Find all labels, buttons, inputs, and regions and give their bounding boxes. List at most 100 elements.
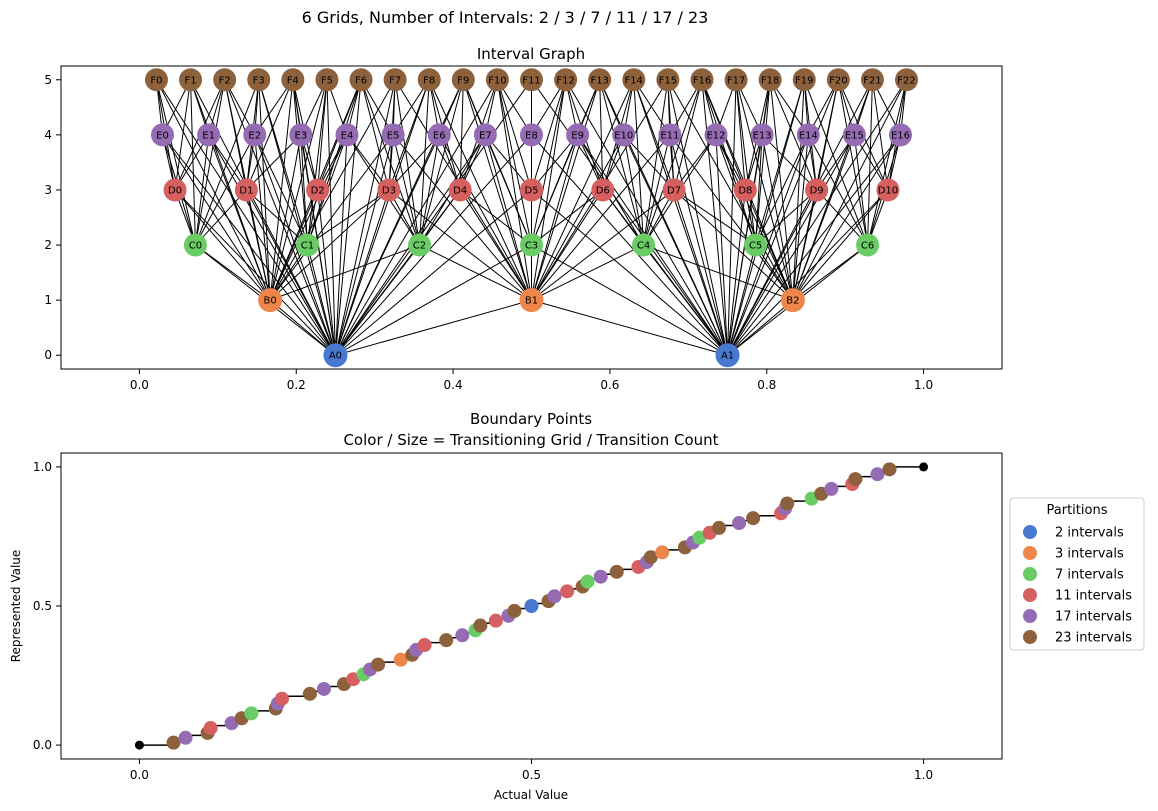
node-D8 (733, 178, 757, 202)
boundary-point (393, 652, 408, 667)
node-D2 (306, 178, 330, 202)
node-label-F17: F17 (727, 75, 745, 86)
node-D10 (876, 178, 900, 202)
edge-D2-F5 (317, 79, 328, 190)
node-label-D5: D5 (524, 185, 538, 196)
edge-A0-B1 (335, 299, 532, 356)
node-label-F19: F19 (795, 75, 813, 86)
edge-D9-F18 (769, 79, 818, 191)
node-label-F9: F9 (457, 75, 469, 86)
legend-marker (1023, 588, 1037, 602)
node-F3 (247, 68, 271, 92)
edge-A1-F15 (667, 79, 729, 356)
node-F9 (451, 68, 475, 92)
edge-C6-F20 (837, 79, 869, 246)
edge-B1-F13 (531, 79, 601, 301)
boundary-point (870, 467, 885, 482)
node-F6 (349, 68, 373, 92)
edge-B1-F12 (531, 79, 567, 301)
node-label-E4: E4 (341, 130, 354, 141)
y-tick-label: 3 (44, 183, 52, 197)
legend-items: 2 intervals 3 intervals 7 intervals 11 inte… (1023, 525, 1132, 646)
edge-C0-E1 (194, 134, 210, 246)
edge-B2-D10 (792, 189, 889, 301)
node-D7 (662, 178, 686, 202)
edge-B1-F9 (462, 79, 532, 301)
edge-D4-F9 (459, 79, 464, 190)
boundary-point (780, 496, 795, 511)
legend-entry: 2 intervals (1055, 526, 1124, 541)
node-label-F1: F1 (184, 75, 196, 86)
edge-C2-F8 (418, 79, 430, 246)
legend-marker (1023, 567, 1037, 581)
edge-C3-D4 (459, 189, 532, 246)
edge-B1-C4 (531, 244, 644, 301)
edge-A0-C3 (335, 244, 532, 356)
edge-A0-E2 (254, 134, 336, 356)
node-label-A1: A1 (721, 351, 734, 362)
boundary-point (166, 735, 181, 750)
node-label-E0: E0 (156, 130, 169, 141)
node-label-C6: C6 (861, 241, 874, 252)
edge-A1-E8 (531, 134, 728, 356)
edge-A0-F11 (335, 79, 532, 356)
boundary-point (643, 550, 658, 565)
boundary-point (848, 472, 863, 487)
edge-B1-E5 (392, 134, 532, 301)
y-tick-label: 2 (44, 238, 52, 252)
edge-B1-E10 (531, 134, 625, 301)
node-label-F2: F2 (219, 75, 231, 86)
edge-A0-F3 (258, 79, 336, 356)
boundary-point (580, 574, 595, 589)
node-label-F12: F12 (556, 75, 574, 86)
node-F4 (281, 68, 305, 92)
edge-C2-F7 (394, 79, 420, 246)
boundary-point (824, 481, 839, 496)
boundary-points-title: Boundary Points (470, 410, 592, 428)
edge-A1-E12 (715, 134, 729, 356)
node-E10 (612, 123, 636, 147)
edge-B2-F17 (735, 79, 794, 301)
endpoint (134, 740, 144, 750)
y-tick-label: 0.5 (33, 599, 52, 613)
node-label-F10: F10 (488, 75, 506, 86)
boundary-points-subtitle: Color / Size = Transitioning Grid / Tran… (343, 431, 718, 449)
edge-C5-F17 (735, 79, 757, 246)
edge-B0-C2 (269, 244, 420, 301)
legend-title: Partitions (1047, 503, 1108, 518)
interval-graph-edges (155, 79, 908, 356)
node-label-F7: F7 (389, 75, 401, 86)
node-C2 (407, 233, 431, 257)
node-label-E8: E8 (525, 130, 538, 141)
node-F15 (656, 68, 680, 92)
edge-A1-E16 (727, 134, 901, 356)
node-F13 (588, 68, 612, 92)
edge-C3-F12 (531, 79, 567, 246)
node-label-F3: F3 (253, 75, 265, 86)
node-E13 (750, 123, 774, 147)
edge-B2-E11 (669, 134, 794, 301)
edge-B2-E16 (792, 134, 901, 301)
edge-B2-C6 (792, 244, 868, 301)
endpoint (919, 462, 929, 472)
node-D6 (591, 178, 615, 202)
edge-B0-E2 (254, 134, 271, 301)
edge-B1-D3 (388, 189, 532, 301)
node-F5 (315, 68, 339, 92)
edge-B0-F3 (258, 79, 271, 301)
legend-marker (1023, 609, 1037, 623)
node-label-C5: C5 (749, 241, 762, 252)
boundary-point (203, 721, 218, 736)
edge-B0-C0 (195, 244, 271, 301)
node-label-E15: E15 (845, 130, 864, 141)
edge-A1-C3 (531, 244, 728, 356)
node-label-D6: D6 (596, 185, 610, 196)
edge-C0-D1 (195, 189, 247, 246)
edge-A1-F19 (727, 79, 805, 356)
edge-C2-F9 (418, 79, 464, 246)
edge-C1-E2 (254, 134, 308, 246)
node-label-F15: F15 (659, 75, 677, 86)
node-label-E2: E2 (248, 130, 261, 141)
node-label-D1: D1 (239, 185, 253, 196)
boundary-point (593, 569, 608, 584)
